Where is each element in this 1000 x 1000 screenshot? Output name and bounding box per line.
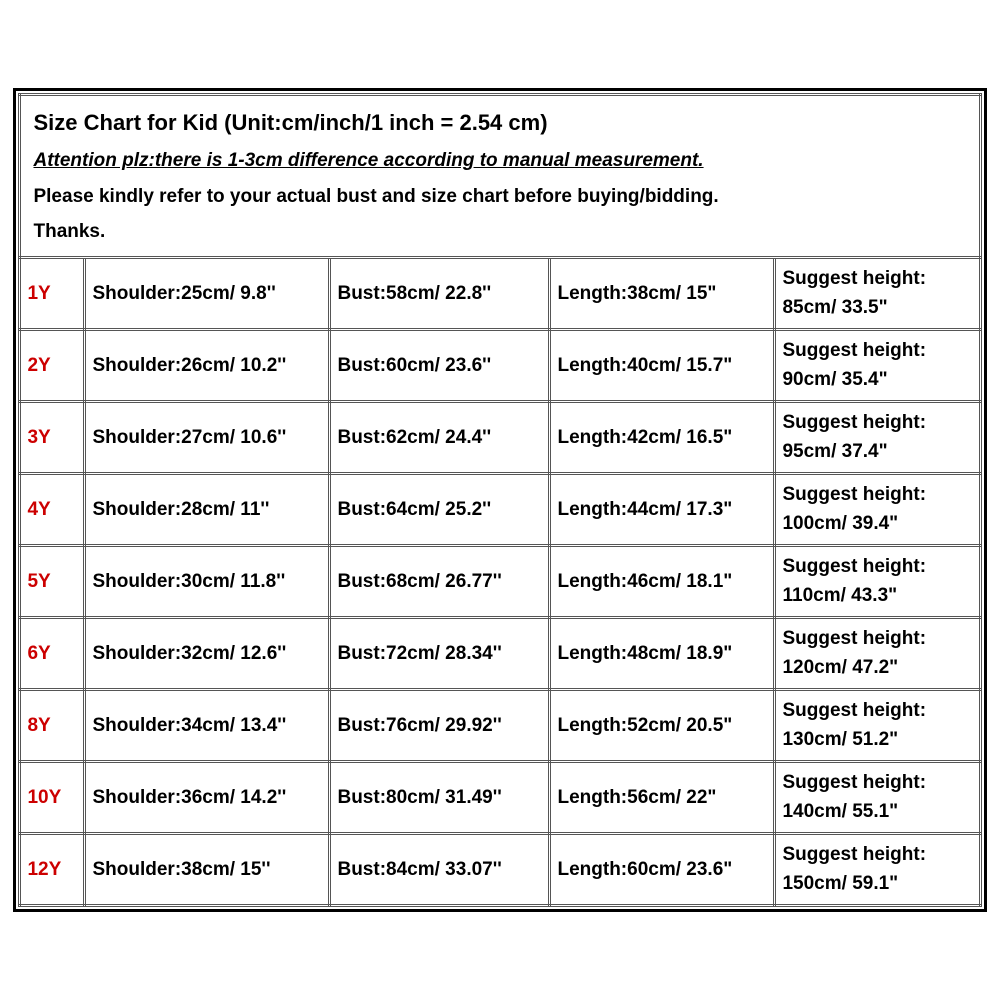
size-label: 10Y [27, 787, 61, 808]
size-label: 3Y [27, 427, 50, 448]
size-cell: 2Y [20, 330, 85, 402]
size-label: 2Y [27, 355, 50, 376]
bust-cell: Bust:64cm/ 25.2'' [330, 474, 550, 546]
height-cell: Suggest height: 120cm/ 47.2" [775, 618, 980, 690]
bust-cell: Bust:60cm/ 23.6'' [330, 330, 550, 402]
size-cell: 3Y [20, 402, 85, 474]
size-label: 1Y [27, 283, 50, 304]
bust-cell: Bust:72cm/ 28.34'' [330, 618, 550, 690]
shoulder-cell: Shoulder:25cm/ 9.8'' [85, 258, 330, 330]
height-cell: Suggest height: 90cm/ 35.4" [775, 330, 980, 402]
length-cell: Length:42cm/ 16.5" [550, 402, 775, 474]
height-cell: Suggest height: 100cm/ 39.4" [775, 474, 980, 546]
bust-cell: Bust:80cm/ 31.49'' [330, 762, 550, 834]
height-cell: Suggest height: 130cm/ 51.2" [775, 690, 980, 762]
height-cell: Suggest height: 150cm/ 59.1" [775, 834, 980, 906]
table-row: 3Y Shoulder:27cm/ 10.6''Bust:62cm/ 24.4''… [20, 402, 980, 474]
size-cell: 1Y [20, 258, 85, 330]
shoulder-cell: Shoulder:38cm/ 15'' [85, 834, 330, 906]
size-cell: 8Y [20, 690, 85, 762]
bust-cell: Bust:76cm/ 29.92'' [330, 690, 550, 762]
height-cell: Suggest height: 85cm/ 33.5" [775, 258, 980, 330]
height-cell: Suggest height: 110cm/ 43.3" [775, 546, 980, 618]
shoulder-cell: Shoulder:27cm/ 10.6'' [85, 402, 330, 474]
bust-cell: Bust:58cm/ 22.8'' [330, 258, 550, 330]
size-label: 6Y [27, 643, 50, 664]
attention-note: Attention plz:there is 1-3cm difference … [33, 147, 966, 176]
size-label: 8Y [27, 715, 50, 736]
length-cell: Length:56cm/ 22" [550, 762, 775, 834]
length-cell: Length:40cm/ 15.7" [550, 330, 775, 402]
size-cell: 10Y [20, 762, 85, 834]
bust-cell: Bust:62cm/ 24.4'' [330, 402, 550, 474]
size-cell: 6Y [20, 618, 85, 690]
height-cell: Suggest height: 140cm/ 55.1" [775, 762, 980, 834]
table-row: 4Y Shoulder:28cm/ 11''Bust:64cm/ 25.2''Le… [20, 474, 980, 546]
size-label: 4Y [27, 499, 50, 520]
length-cell: Length:52cm/ 20.5" [550, 690, 775, 762]
size-cell: 5Y [20, 546, 85, 618]
length-cell: Length:44cm/ 17.3" [550, 474, 775, 546]
length-cell: Length:48cm/ 18.9" [550, 618, 775, 690]
size-cell: 4Y [20, 474, 85, 546]
table-row: 1Y Shoulder:25cm/ 9.8''Bust:58cm/ 22.8''L… [20, 258, 980, 330]
table-row: 12Y Shoulder:38cm/ 15''Bust:84cm/ 33.07''… [20, 834, 980, 906]
note-line-2: Thanks. [33, 218, 966, 247]
table-row: 10Y Shoulder:36cm/ 14.2''Bust:80cm/ 31.49… [20, 762, 980, 834]
header-cell: Size Chart for Kid (Unit:cm/inch/1 inch … [20, 94, 980, 258]
size-label: 12Y [27, 859, 61, 880]
note-line-1: Please kindly refer to your actual bust … [33, 183, 966, 212]
shoulder-cell: Shoulder:32cm/ 12.6'' [85, 618, 330, 690]
shoulder-cell: Shoulder:30cm/ 11.8'' [85, 546, 330, 618]
shoulder-cell: Shoulder:28cm/ 11'' [85, 474, 330, 546]
header-row: Size Chart for Kid (Unit:cm/inch/1 inch … [20, 94, 980, 258]
table-row: 8Y Shoulder:34cm/ 13.4''Bust:76cm/ 29.92'… [20, 690, 980, 762]
chart-frame: Size Chart for Kid (Unit:cm/inch/1 inch … [13, 88, 986, 913]
size-chart-table: Size Chart for Kid (Unit:cm/inch/1 inch … [18, 93, 981, 908]
length-cell: Length:46cm/ 18.1" [550, 546, 775, 618]
table-row: 5Y Shoulder:30cm/ 11.8''Bust:68cm/ 26.77'… [20, 546, 980, 618]
page-container: Size Chart for Kid (Unit:cm/inch/1 inch … [0, 0, 1000, 1000]
bust-cell: Bust:84cm/ 33.07'' [330, 834, 550, 906]
shoulder-cell: Shoulder:26cm/ 10.2'' [85, 330, 330, 402]
length-cell: Length:60cm/ 23.6" [550, 834, 775, 906]
shoulder-cell: Shoulder:34cm/ 13.4'' [85, 690, 330, 762]
shoulder-cell: Shoulder:36cm/ 14.2'' [85, 762, 330, 834]
height-cell: Suggest height: 95cm/ 37.4" [775, 402, 980, 474]
size-label: 5Y [27, 571, 50, 592]
table-row: 2Y Shoulder:26cm/ 10.2''Bust:60cm/ 23.6''… [20, 330, 980, 402]
chart-title: Size Chart for Kid (Unit:cm/inch/1 inch … [33, 106, 966, 139]
size-cell: 12Y [20, 834, 85, 906]
bust-cell: Bust:68cm/ 26.77'' [330, 546, 550, 618]
length-cell: Length:38cm/ 15" [550, 258, 775, 330]
table-row: 6Y Shoulder:32cm/ 12.6''Bust:72cm/ 28.34'… [20, 618, 980, 690]
